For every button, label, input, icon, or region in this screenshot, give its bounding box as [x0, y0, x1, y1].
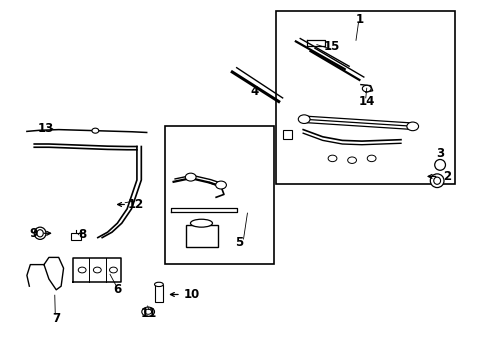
Circle shape: [327, 155, 336, 162]
Circle shape: [144, 309, 151, 314]
Circle shape: [215, 181, 226, 189]
Text: 13: 13: [37, 122, 54, 135]
Text: 10: 10: [183, 288, 200, 301]
Ellipse shape: [429, 174, 443, 188]
Text: 11: 11: [141, 307, 157, 320]
Text: 4: 4: [250, 85, 258, 98]
Ellipse shape: [434, 159, 445, 170]
Circle shape: [109, 267, 117, 273]
Text: 2: 2: [443, 170, 450, 183]
Text: 5: 5: [235, 237, 243, 249]
Circle shape: [185, 173, 196, 181]
Circle shape: [366, 155, 375, 162]
Circle shape: [93, 267, 101, 273]
Text: 12: 12: [127, 198, 144, 211]
Text: 15: 15: [323, 40, 339, 53]
Bar: [165, 126, 273, 264]
Circle shape: [347, 157, 356, 163]
Circle shape: [142, 307, 154, 316]
Ellipse shape: [433, 177, 440, 184]
Ellipse shape: [34, 227, 46, 239]
Text: 1: 1: [355, 13, 363, 26]
Text: 6: 6: [113, 283, 121, 296]
Ellipse shape: [37, 230, 43, 237]
Text: 7: 7: [52, 312, 60, 325]
Bar: [185, 225, 217, 247]
Circle shape: [92, 128, 99, 133]
Ellipse shape: [154, 282, 163, 287]
Text: 14: 14: [358, 95, 374, 108]
Bar: [71, 233, 81, 240]
Bar: [282, 130, 292, 139]
Text: 8: 8: [78, 228, 86, 241]
Bar: [154, 285, 163, 302]
Circle shape: [298, 115, 309, 123]
Circle shape: [406, 122, 418, 131]
Ellipse shape: [190, 219, 212, 227]
Text: 9: 9: [29, 227, 37, 240]
Text: 3: 3: [435, 147, 443, 159]
Circle shape: [78, 267, 86, 273]
Bar: [276, 11, 454, 184]
Circle shape: [362, 85, 370, 92]
